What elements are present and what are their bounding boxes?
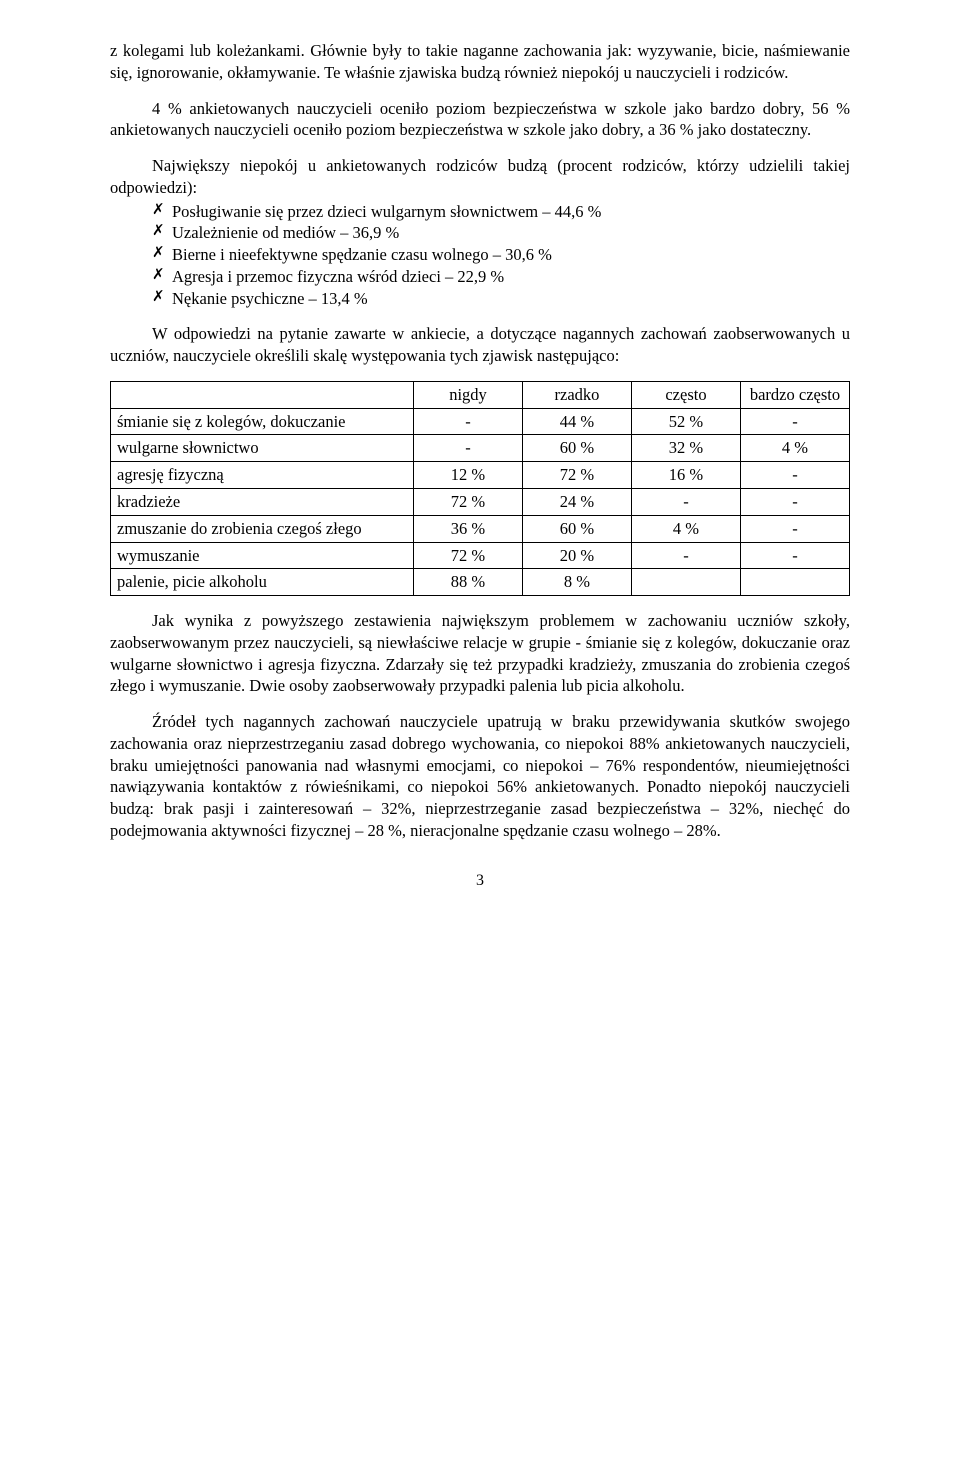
table-header-cell: bardzo często <box>740 381 849 408</box>
table-cell: - <box>413 435 522 462</box>
paragraph-3-intro: Największy niepokój u ankietowanych rodz… <box>110 155 850 199</box>
list-item: Agresja i przemoc fizyczna wśród dzieci … <box>110 266 850 288</box>
paragraph-1: z kolegami lub koleżankami. Głównie były… <box>110 40 850 84</box>
paragraph-2: 4 % ankietowanych nauczycieli oceniło po… <box>110 98 850 142</box>
paragraph-6: Źródeł tych nagannych zachowań nauczycie… <box>110 711 850 842</box>
table-cell: - <box>631 542 740 569</box>
list-item: Uzależnienie od mediów – 36,9 % <box>110 222 850 244</box>
list-item: Posługiwanie się przez dzieci wulgarnym … <box>110 201 850 223</box>
table-cell: 60 % <box>522 515 631 542</box>
table-cell: 72 % <box>522 462 631 489</box>
table-header-cell <box>111 381 414 408</box>
table-cell: 12 % <box>413 462 522 489</box>
table-cell: - <box>740 542 849 569</box>
table-cell: agresję fizyczną <box>111 462 414 489</box>
table-row: wymuszanie 72 % 20 % - - <box>111 542 850 569</box>
table-cell: 8 % <box>522 569 631 596</box>
table-cell: 4 % <box>740 435 849 462</box>
table-cell: 72 % <box>413 542 522 569</box>
behaviors-table: nigdy rzadko często bardzo często śmiani… <box>110 381 850 596</box>
table-header-cell: nigdy <box>413 381 522 408</box>
table-cell: - <box>740 489 849 516</box>
table-row: śmianie się z kolegów, dokuczanie - 44 %… <box>111 408 850 435</box>
table-cell: 36 % <box>413 515 522 542</box>
table-cell: 52 % <box>631 408 740 435</box>
table-cell: - <box>740 515 849 542</box>
table-header-cell: rzadko <box>522 381 631 408</box>
table-cell: 24 % <box>522 489 631 516</box>
table-cell: kradzieże <box>111 489 414 516</box>
table-cell <box>740 569 849 596</box>
table-header-row: nigdy rzadko często bardzo często <box>111 381 850 408</box>
table-cell: zmuszanie do zrobienia czegoś złego <box>111 515 414 542</box>
table-row: wulgarne słownictwo - 60 % 32 % 4 % <box>111 435 850 462</box>
table-cell: 16 % <box>631 462 740 489</box>
table-cell: - <box>631 489 740 516</box>
table-row: zmuszanie do zrobienia czegoś złego 36 %… <box>111 515 850 542</box>
table-cell: - <box>740 462 849 489</box>
table-cell: 72 % <box>413 489 522 516</box>
table-cell: palenie, picie alkoholu <box>111 569 414 596</box>
paragraph-5: Jak wynika z powyższego zestawienia najw… <box>110 610 850 697</box>
table-cell: 88 % <box>413 569 522 596</box>
paragraph-4: W odpowiedzi na pytanie zawarte w ankiec… <box>110 323 850 367</box>
document-page: z kolegami lub koleżankami. Głównie były… <box>0 0 960 1460</box>
page-number: 3 <box>110 870 850 891</box>
list-item: Bierne i nieefektywne spędzanie czasu wo… <box>110 244 850 266</box>
table-row: kradzieże 72 % 24 % - - <box>111 489 850 516</box>
table-cell: wulgarne słownictwo <box>111 435 414 462</box>
table-cell: 32 % <box>631 435 740 462</box>
table-cell: 60 % <box>522 435 631 462</box>
table-header-cell: często <box>631 381 740 408</box>
table-cell: śmianie się z kolegów, dokuczanie <box>111 408 414 435</box>
table-cell: wymuszanie <box>111 542 414 569</box>
list-item: Nękanie psychiczne – 13,4 % <box>110 288 850 310</box>
table-cell <box>631 569 740 596</box>
table-cell: 4 % <box>631 515 740 542</box>
concerns-list: Posługiwanie się przez dzieci wulgarnym … <box>110 201 850 310</box>
table-cell: - <box>740 408 849 435</box>
table-row: agresję fizyczną 12 % 72 % 16 % - <box>111 462 850 489</box>
table-row: palenie, picie alkoholu 88 % 8 % <box>111 569 850 596</box>
table-cell: 44 % <box>522 408 631 435</box>
table-cell: - <box>413 408 522 435</box>
table-cell: 20 % <box>522 542 631 569</box>
